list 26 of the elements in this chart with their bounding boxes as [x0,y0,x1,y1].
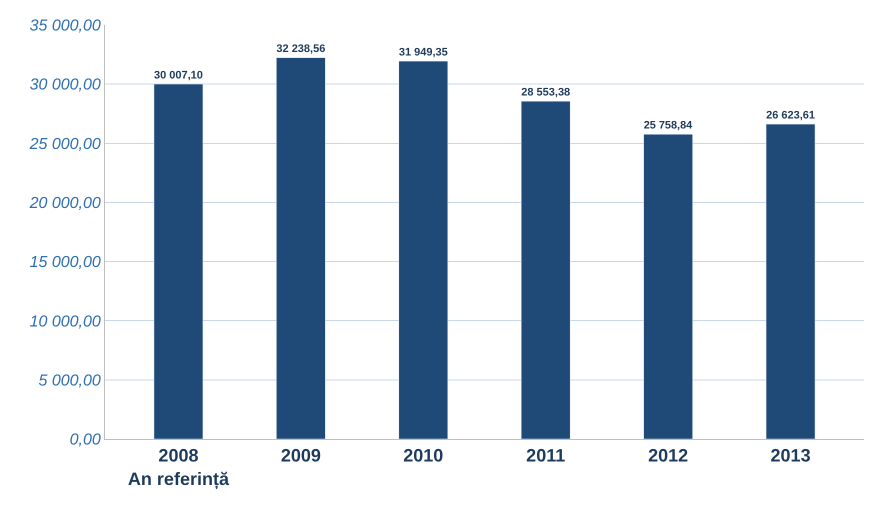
y-tick-label: 0,00 [70,432,101,449]
data-label: 31 949,35 [398,46,448,58]
y-tick-label: 20 000,00 [28,195,101,212]
y-tick-label: 15 000,00 [30,254,101,272]
y-tick-label: 35 000,00 [30,18,101,35]
x-tick-label: 2011 [526,446,566,466]
data-label: 28 553,38 [521,86,570,99]
data-label: 32 238,56 [276,43,326,56]
y-tick-label: 5 000,00 [38,372,101,390]
bar [154,84,204,439]
data-label: 30 007,10 [154,69,203,82]
y-tick-label: 10 000,00 [30,313,101,330]
bar [276,57,326,439]
bar [766,124,816,439]
y-tick-label: 25 000,00 [28,136,101,153]
data-label: 25 758,84 [644,120,692,132]
x-tick-label: 2008 An referință [128,446,230,490]
data-label: 26 623,61 [766,109,816,122]
x-tick-label: 2009 [280,446,321,466]
x-tick-label: 2012 [648,446,688,466]
y-tick-label: 30 000,00 [30,76,101,94]
bar [398,60,448,439]
x-tick-label: 2013 [770,446,811,466]
bar [520,101,570,439]
bar [643,134,693,439]
x-tick-label: 2010 [403,446,444,466]
